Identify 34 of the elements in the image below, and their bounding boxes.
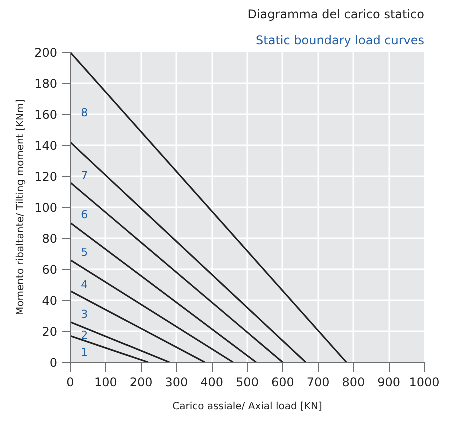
- x-tick-label: 600: [271, 376, 294, 390]
- x-tick-label: 100: [94, 376, 118, 390]
- y-tick-label: 20: [42, 325, 58, 339]
- series-label: 3: [81, 308, 88, 321]
- x-tick-label: 800: [342, 376, 366, 390]
- y-tick-label: 200: [34, 46, 58, 60]
- y-tick-label: 0: [50, 356, 58, 370]
- x-tick-label: 200: [130, 376, 153, 390]
- series-label: 7: [81, 170, 88, 183]
- x-tick-label: 1000: [409, 376, 440, 390]
- y-tick-label: 160: [34, 108, 58, 122]
- y-tick-label: 100: [34, 201, 58, 215]
- series-label: 4: [81, 278, 88, 292]
- series-label: 5: [81, 246, 88, 259]
- text: 8: [81, 106, 88, 120]
- y-tick-label: 60: [42, 263, 58, 277]
- x-tick-label: 0: [66, 376, 74, 390]
- x-axis-title: Carico assiale/ Axial load [KN]: [172, 402, 322, 412]
- y-tick-label: 80: [42, 232, 58, 246]
- chart-subtitle: Static boundary load curves: [256, 34, 424, 48]
- y-axis-title: Momento ribaltante/ Tilting moment [KNm]: [16, 99, 27, 316]
- series-label: 1: [81, 346, 88, 360]
- chart-title: Diagramma del carico statico: [248, 8, 425, 22]
- series-label: 2: [81, 328, 88, 342]
- series-label: 6: [81, 208, 88, 222]
- x-tick-label: 700: [306, 376, 330, 390]
- y-tick-label: 180: [34, 77, 58, 91]
- x-tick-label: 900: [378, 376, 401, 390]
- x-tick-label: 500: [236, 376, 259, 390]
- y-tick-label: 40: [42, 294, 58, 308]
- x-tick-label: 300: [165, 376, 188, 390]
- y-tick-label: 140: [34, 139, 58, 153]
- x-tick-label: 400: [200, 376, 224, 390]
- y-tick-label: 120: [34, 170, 58, 184]
